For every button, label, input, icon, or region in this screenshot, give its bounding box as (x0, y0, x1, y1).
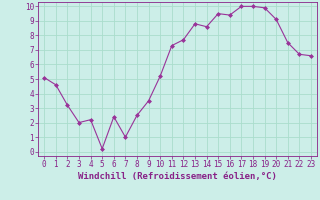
X-axis label: Windchill (Refroidissement éolien,°C): Windchill (Refroidissement éolien,°C) (78, 172, 277, 181)
